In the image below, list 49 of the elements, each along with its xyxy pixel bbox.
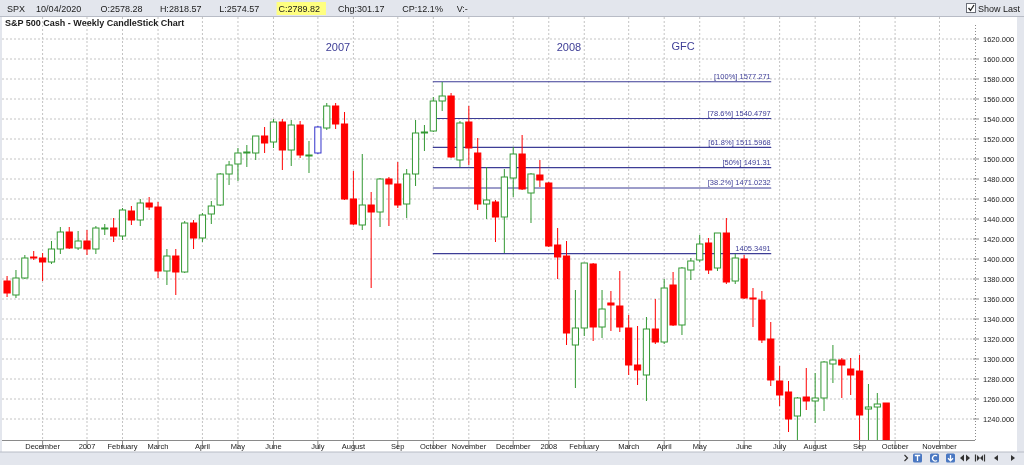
text: O:2578.28 bbox=[100, 4, 143, 14]
text: V:- bbox=[456, 4, 468, 14]
candlestick bbox=[332, 102, 340, 130]
candlestick bbox=[864, 383, 873, 441]
candlestick bbox=[74, 230, 82, 251]
candlestick bbox=[3, 275, 11, 298]
candlestick bbox=[189, 219, 198, 250]
text: Show Last bbox=[977, 4, 1021, 14]
candlestick bbox=[482, 166, 491, 220]
candlestick bbox=[793, 396, 802, 441]
candlestick bbox=[83, 229, 91, 256]
text: H:2818.57 bbox=[159, 4, 202, 14]
annotation: 2008 bbox=[556, 41, 582, 53]
candlestick bbox=[127, 205, 135, 226]
annotation: GFC bbox=[671, 40, 695, 52]
candlestick bbox=[598, 289, 606, 339]
chart-title: S&P 500 Cash - Weekly CandleStick Chart bbox=[5, 18, 185, 28]
annotation: 2007 bbox=[325, 41, 351, 53]
candlestick bbox=[38, 252, 47, 282]
candlestick bbox=[358, 153, 366, 231]
candlestick bbox=[163, 248, 171, 286]
candlestick bbox=[536, 159, 544, 188]
candlestick bbox=[420, 124, 429, 152]
candlestick bbox=[571, 289, 580, 389]
candlestick bbox=[847, 357, 855, 396]
candlestick bbox=[802, 367, 810, 411]
candlestick bbox=[110, 217, 118, 243]
candlestick bbox=[198, 212, 207, 243]
candlestick bbox=[527, 172, 535, 224]
candlestick bbox=[172, 248, 180, 296]
text: 10/04/2020 bbox=[36, 4, 82, 14]
candlestick bbox=[651, 298, 659, 345]
text: Chg:301.17 bbox=[337, 4, 385, 14]
candlestick bbox=[269, 118, 278, 149]
text: CP:12.1% bbox=[402, 4, 443, 14]
candlestick bbox=[260, 126, 269, 154]
candlestick bbox=[633, 325, 642, 386]
candlestick bbox=[491, 199, 500, 243]
text: SPX bbox=[7, 4, 26, 14]
text: L:2574.57 bbox=[219, 4, 260, 14]
text: C:2789.82 bbox=[278, 4, 321, 14]
candlestick bbox=[136, 198, 144, 227]
candlestick bbox=[367, 191, 375, 289]
candlestick bbox=[873, 392, 881, 441]
candlestick bbox=[838, 357, 846, 399]
candlestick bbox=[305, 140, 313, 174]
candlestick bbox=[56, 226, 64, 255]
candlestick bbox=[731, 253, 739, 285]
candlestick bbox=[47, 240, 56, 265]
